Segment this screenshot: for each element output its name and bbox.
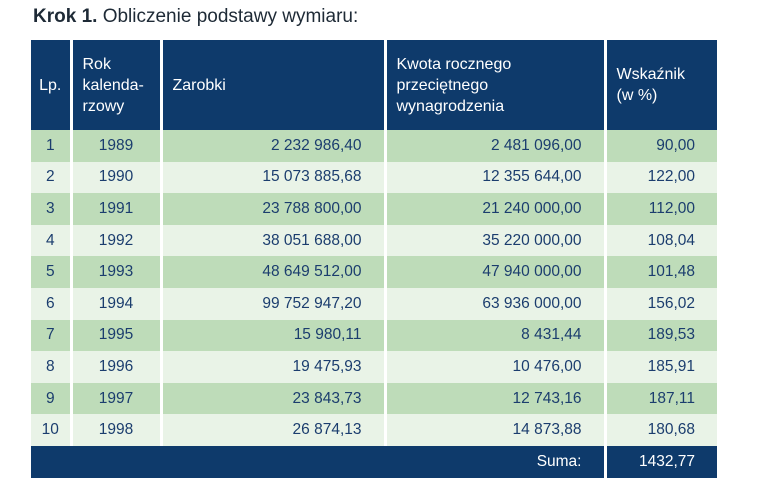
header-ratio-line: Wskaźnik: [616, 66, 685, 83]
cell-ratio: 156,02: [603, 287, 717, 320]
header-year-line: kalenda-: [82, 76, 144, 94]
cell-average-wage: 8 431,44: [383, 319, 605, 352]
step-title: Obliczenie podstawy wymiaru:: [97, 6, 359, 27]
cell-ratio: 187,11: [603, 382, 717, 415]
cell-year: 1996: [69, 351, 161, 383]
sum-value: 1432,77: [603, 445, 717, 478]
header-year-line: Rok: [82, 55, 111, 73]
cell-ratio: 189,53: [603, 319, 717, 352]
header-lp: Lp.: [31, 40, 71, 130]
cell-lp: 7: [31, 319, 71, 352]
cell-earnings: 48 649 512,00: [159, 256, 385, 288]
cell-ratio: 108,04: [603, 224, 717, 257]
table-header-row: Lp. Rok kalenda- rzowy Zarobki Kwota roc…: [31, 40, 717, 130]
cell-year: 1991: [69, 193, 161, 225]
cell-ratio: 112,00: [603, 193, 717, 225]
cell-lp: 5: [31, 256, 71, 288]
cell-year: 1989: [69, 130, 161, 162]
table-row: 9 1997 23 843,73 12 743,16 187,11: [31, 382, 717, 415]
cell-year: 1998: [69, 414, 161, 446]
header-ratio: Wskaźnik (w %): [603, 40, 717, 130]
cell-year: 1992: [69, 224, 161, 257]
cell-lp: 6: [31, 287, 71, 320]
sum-label: Suma:: [31, 445, 605, 478]
header-year: Rok kalenda- rzowy: [69, 40, 161, 130]
cell-average-wage: 2 481 096,00: [383, 130, 605, 162]
cell-earnings: 15 073 885,68: [159, 161, 385, 194]
cell-average-wage: 14 873,88: [383, 414, 605, 446]
table-row: 6 1994 99 752 947,20 63 936 000,00 156,0…: [31, 287, 717, 320]
table-row: 7 1995 15 980,11 8 431,44 189,53: [31, 319, 717, 352]
table-row: 2 1990 15 073 885,68 12 355 644,00 122,0…: [31, 161, 717, 194]
header-ratio-line: (w %): [616, 87, 658, 104]
header-avg-line: Kwota rocznego: [396, 55, 512, 73]
cell-earnings: 23 788 800,00: [159, 193, 385, 225]
table-row: 1 1989 2 232 986,40 2 481 096,00 90,00: [31, 130, 717, 162]
header-year-line: rzowy: [82, 97, 125, 115]
cell-earnings: 19 475,93: [159, 351, 385, 383]
cell-average-wage: 63 936 000,00: [383, 287, 605, 320]
cell-ratio: 101,48: [603, 256, 717, 288]
cell-average-wage: 35 220 000,00: [383, 224, 605, 257]
table-row: 4 1992 38 051 688,00 35 220 000,00 108,0…: [31, 224, 717, 257]
cell-earnings: 15 980,11: [159, 319, 385, 352]
cell-lp: 1: [31, 130, 71, 162]
cell-ratio: 122,00: [603, 161, 717, 194]
cell-earnings: 38 051 688,00: [159, 224, 385, 257]
table-row: 5 1993 48 649 512,00 47 940 000,00 101,4…: [31, 256, 717, 288]
calculation-table: Lp. Rok kalenda- rzowy Zarobki Kwota roc…: [31, 40, 717, 478]
cell-average-wage: 10 476,00: [383, 351, 605, 383]
cell-lp: 4: [31, 224, 71, 257]
cell-lp: 10: [31, 414, 71, 446]
cell-lp: 9: [31, 382, 71, 415]
header-average-wage: Kwota rocznego przeciętnego wynagrodzeni…: [383, 40, 605, 130]
cell-average-wage: 12 743,16: [383, 382, 605, 415]
cell-earnings: 23 843,73: [159, 382, 385, 415]
cell-average-wage: 47 940 000,00: [383, 256, 605, 288]
cell-ratio: 180,68: [603, 414, 717, 446]
cell-earnings: 2 232 986,40: [159, 130, 385, 162]
cell-year: 1990: [69, 161, 161, 194]
table-footer-row: Suma: 1432,77: [31, 445, 717, 478]
table-row: 3 1991 23 788 800,00 21 240 000,00 112,0…: [31, 193, 717, 225]
cell-earnings: 26 874,13: [159, 414, 385, 446]
cell-year: 1993: [69, 256, 161, 288]
step-label: Krok 1.: [33, 6, 98, 27]
cell-year: 1997: [69, 382, 161, 415]
cell-year: 1995: [69, 319, 161, 352]
section-heading: Krok 1. Obliczenie podstawy wymiaru:: [33, 6, 358, 28]
cell-lp: 8: [31, 351, 71, 383]
cell-average-wage: 21 240 000,00: [383, 193, 605, 225]
cell-earnings: 99 752 947,20: [159, 287, 385, 320]
table-row: 10 1998 26 874,13 14 873,88 180,68: [31, 414, 717, 446]
cell-ratio: 90,00: [603, 130, 717, 162]
cell-average-wage: 12 355 644,00: [383, 161, 605, 194]
cell-ratio: 185,91: [603, 351, 717, 383]
header-avg-line: przeciętnego: [396, 76, 489, 94]
header-avg-line: wynagrodzenia: [396, 97, 505, 115]
cell-year: 1994: [69, 287, 161, 320]
cell-lp: 2: [31, 161, 71, 194]
header-earnings: Zarobki: [159, 40, 385, 130]
cell-lp: 3: [31, 193, 71, 225]
table-row: 8 1996 19 475,93 10 476,00 185,91: [31, 351, 717, 383]
